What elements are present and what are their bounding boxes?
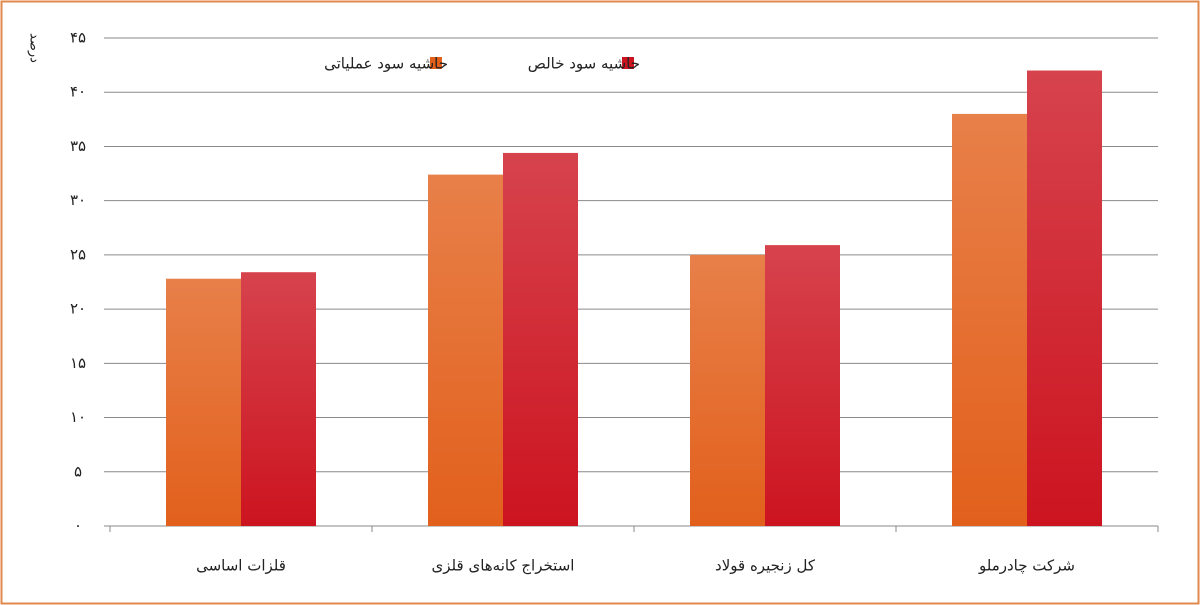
y-tick-label: ۴۰	[70, 83, 86, 101]
x-tick-label: استخراج کانه‌های قلزی	[432, 557, 575, 576]
legend-label: حاشیه سود عملیاتی	[324, 55, 448, 73]
y-tick-label: ۳۰	[70, 191, 86, 209]
x-tick-label: کل زنجیره قولاد	[715, 557, 816, 575]
bar	[1027, 70, 1102, 527]
y-tick-label: ۳۵	[70, 137, 86, 155]
bar	[503, 152, 578, 526]
bar	[241, 272, 316, 526]
bar	[765, 245, 840, 526]
y-tick-label: ۱۵	[70, 354, 86, 372]
y-axis-title: درصد	[27, 33, 42, 63]
y-tick-label: ۰	[74, 517, 82, 535]
y-tick-label: ۴۵	[70, 29, 86, 47]
bar	[428, 174, 503, 526]
y-tick-label: ۱۰	[70, 408, 86, 426]
x-tick-label: قلزات اساسی	[196, 557, 286, 575]
legend-swatch	[430, 57, 442, 69]
legend-label: حاشیه سود خالص	[528, 55, 640, 73]
y-tick-label: ۲۵	[70, 245, 86, 263]
bar	[952, 113, 1027, 527]
y-tick-label: ۵	[74, 462, 82, 480]
bar	[690, 254, 765, 526]
bar	[166, 278, 241, 526]
y-tick-label: ۲۰	[70, 300, 86, 318]
legend-swatch	[622, 57, 634, 69]
x-tick-label: شرکت چادرملو	[978, 557, 1075, 575]
